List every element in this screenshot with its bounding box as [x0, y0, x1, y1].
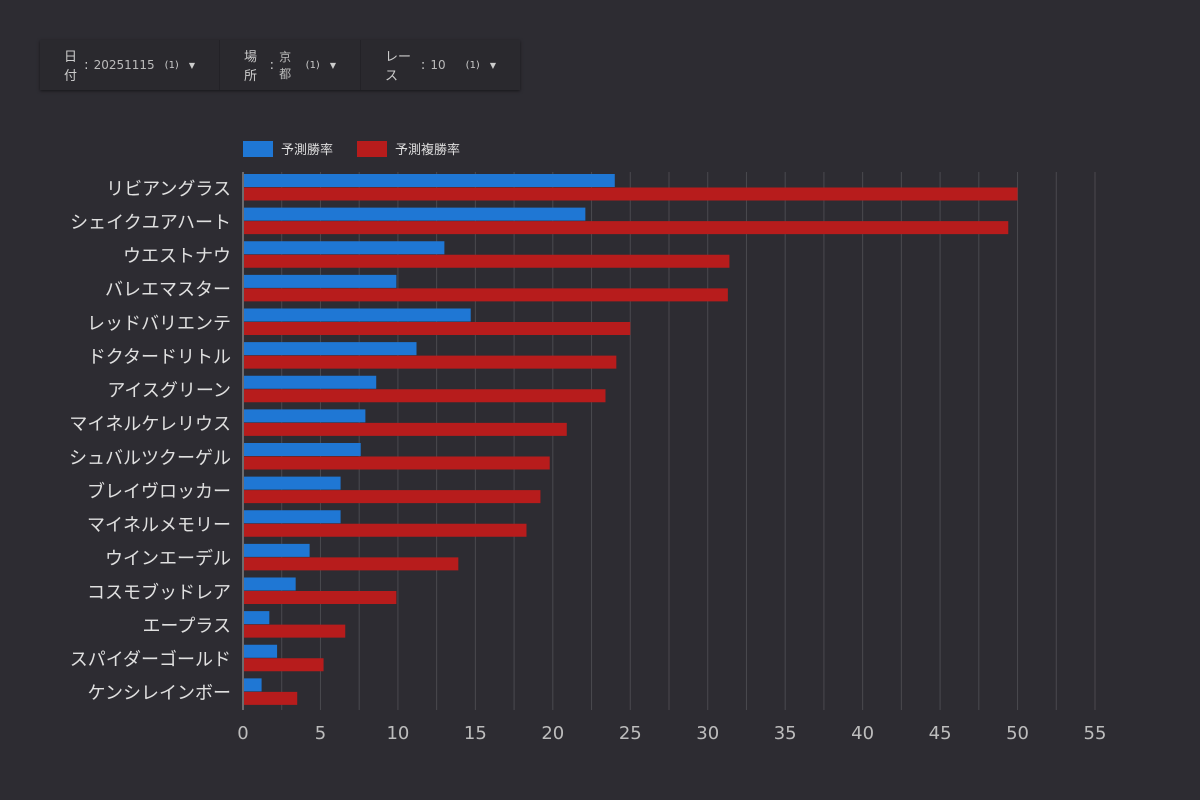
x-tick-label: 55: [1084, 723, 1107, 744]
x-tick-label: 40: [851, 723, 874, 744]
bar-win-rate: 予測勝率: 4.3: [244, 543, 310, 557]
category-label: マイネルメモリー: [87, 515, 231, 536]
x-tick-label: 45: [929, 723, 952, 744]
bar-place-rate: 予測複勝率: 25: [244, 322, 631, 335]
bar-place-rate: 予測複勝率: 31.3: [244, 288, 728, 302]
filter-date[interactable]: 日付: 20251115 (1) ▼: [40, 40, 220, 90]
category-label: マイネルケレリウス: [69, 414, 231, 435]
x-tick-label: 35: [774, 723, 797, 744]
legend-label: 予測勝率: [281, 143, 334, 158]
legend-swatch: [357, 140, 388, 157]
filter-count: (1): [305, 59, 320, 71]
bar-win-rate: 予測勝率: 9.9: [244, 274, 397, 288]
chart-legend: 予測勝率 予測複勝率: [243, 139, 460, 158]
category-label: シュバルツクーゲル: [69, 448, 231, 469]
bar-place-rate: 予測複勝率: 5.2: [244, 658, 324, 672]
caret-down-icon: ▼: [329, 60, 336, 70]
filter-count: (1): [164, 59, 179, 71]
legend-swatch: [243, 140, 273, 157]
bar-place-rate: 予測複勝率: 49.4: [244, 221, 1009, 235]
bar-place-rate: 予測複勝率: 20.9: [244, 422, 567, 436]
bar-place-rate: 予測複勝率: 9.9: [244, 591, 397, 604]
bar-win-rate: 予測勝率: 6.3: [244, 510, 341, 524]
bar-win-rate: 予測勝率: 1.7: [244, 611, 270, 625]
legend-item-place[interactable]: 予測複勝率: [357, 139, 460, 158]
category-label: エープラス: [142, 616, 231, 637]
filter-venue[interactable]: 場所: 京都 (1) ▼: [220, 40, 361, 90]
bar-win-rate: 予測勝率: 8.6: [244, 375, 377, 389]
x-tick-label: 15: [464, 723, 487, 744]
bar-win-rate: 予測勝率: 14.7: [244, 308, 471, 322]
category-label: ウインエーデル: [105, 549, 231, 570]
category-label: アイスグリーン: [107, 381, 231, 402]
x-tick-label: 5: [315, 723, 326, 744]
category-label: シェイクユアハート: [70, 212, 231, 233]
category-label: ケンシレインボー: [88, 683, 231, 704]
category-label: レッドバリエンテ: [87, 313, 231, 334]
x-tick-label: 25: [619, 723, 642, 744]
bar-win-rate: 予測勝率: 22.1: [244, 207, 586, 221]
bar-win-rate: 予測勝率: 11.2: [244, 342, 417, 356]
x-tick-label: 50: [1006, 723, 1029, 744]
filter-value: 20251115: [93, 58, 155, 72]
x-tick-label: 30: [696, 723, 719, 744]
bar-win-rate: 予測勝率: 13: [244, 241, 445, 255]
x-tick-label: 10: [386, 723, 409, 744]
filter-count: (1): [465, 59, 480, 71]
bar-win-rate: 予測勝率: 3.4: [244, 577, 296, 591]
bar-win-rate: 予測勝率: 6.3: [244, 476, 341, 490]
category-label: ウエストナウ: [123, 246, 231, 267]
bar-win-rate: 予測勝率: 2.2: [244, 644, 278, 658]
bar-place-rate: 予測複勝率: 19.2: [244, 490, 541, 504]
legend-label: 予測複勝率: [395, 143, 461, 158]
x-tick-label: 0: [237, 723, 248, 744]
bar-place-rate: 予測複勝率: 23.4: [244, 389, 606, 403]
bar-place-rate: 予測複勝率: 50: [244, 187, 1018, 201]
caret-down-icon: ▼: [489, 60, 496, 70]
bar-place-rate: 予測複勝率: 3.5: [244, 691, 298, 705]
bar-place-rate: 予測複勝率: 24.1: [244, 355, 617, 369]
category-label: リビアングラス: [106, 179, 231, 200]
bar-win-rate: 予測勝率: 7.9: [244, 409, 366, 423]
filter-race[interactable]: レース: 10 (1) ▼: [361, 40, 520, 90]
bar-place-rate: 予測複勝率: 31.4: [244, 254, 730, 268]
filter-value: 10: [430, 58, 446, 72]
category-label: スパイダーゴールド: [70, 650, 231, 671]
x-tick-label: 20: [541, 723, 564, 744]
filter-bar: 日付: 20251115 (1) ▼ 場所: 京都 (1) ▼ レース: 10 (1) ▼: [40, 40, 520, 90]
bar-win-rate: 予測勝率: 24: [244, 174, 615, 187]
filter-label: 日付: [64, 50, 78, 84]
bar-win-rate: 予測勝率: 7.6: [244, 443, 361, 456]
filter-value: 京都: [279, 50, 292, 81]
filter-label: レース: [385, 50, 412, 84]
bar-place-rate: 予測複勝率: 18.3: [244, 523, 527, 537]
category-label: ブレイヴロッカー: [87, 480, 231, 502]
legend-item-win[interactable]: 予測勝率: [243, 139, 333, 158]
caret-down-icon: ▼: [188, 60, 195, 70]
bar-win-rate: 予測勝率: 1.2: [244, 678, 262, 692]
filter-label: 場所: [244, 50, 258, 84]
category-label: ドクタードリトル: [88, 347, 231, 368]
bar-place-rate: 予測複勝率: 19.8: [244, 456, 550, 470]
bar-place-rate: 予測複勝率: 6.6: [244, 624, 346, 638]
category-label: バレエマスター: [105, 280, 231, 301]
bar-place-rate: 予測複勝率: 13.9: [244, 557, 459, 571]
category-label: コスモブッドレア: [87, 581, 231, 603]
